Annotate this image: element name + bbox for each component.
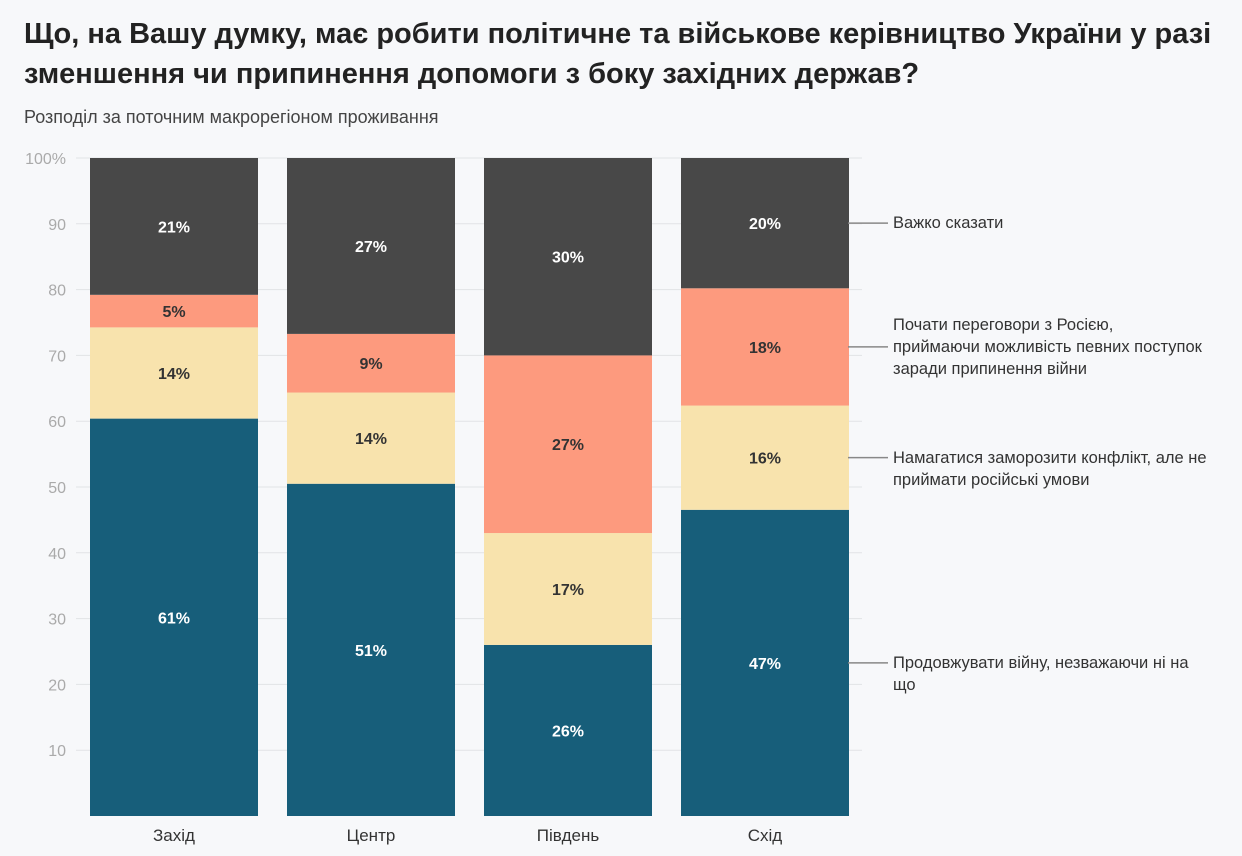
data-label: 14% [158,366,190,383]
y-tick-label: 50 [48,480,66,497]
x-tick-label: Південь [537,826,600,845]
y-tick-label: 100% [25,151,66,168]
bar-segment [484,644,652,816]
data-label: 18% [749,340,781,357]
y-tick-label: 20 [48,677,66,694]
data-label: 5% [162,304,185,321]
chart-subtitle: Розподіл за поточним макрорегіоном прожи… [24,107,439,127]
legend-item: Почати переговори з Росією, приймаючи мо… [893,315,1202,378]
bar-segment [90,158,258,295]
y-tick-label: 80 [48,283,66,300]
bar-segment [681,158,849,289]
data-label: 27% [552,437,584,454]
x-tick-label: Схід [748,826,783,845]
data-label: 26% [552,723,584,740]
y-tick-label: 40 [48,546,66,563]
bar-segment [90,418,258,816]
bar-segment [681,405,849,510]
bar-segment [484,533,652,645]
bar-segment [484,158,652,356]
data-label: 17% [552,582,584,599]
bar-segment [484,355,652,534]
data-label: 9% [359,356,382,373]
bar-segment [287,333,455,393]
data-label: 30% [552,250,584,267]
chart-title: Що, на Вашу думку, має робити політичне … [24,18,1212,90]
bar-segment [287,483,455,816]
data-label: 16% [749,451,781,468]
y-tick-label: 30 [48,612,66,629]
bar-segment [90,327,258,419]
y-tick-label: 60 [48,414,66,431]
bar-segment [681,288,849,406]
bar-segment [287,158,455,334]
x-tick-label: Захід [153,826,195,845]
x-tick-label: Центр [347,826,396,845]
bar-segment [287,392,455,484]
legend-item: Важко сказати [893,214,1004,233]
y-tick-label: 90 [48,217,66,234]
data-label: 27% [355,239,387,256]
legend-item: Намагатися заморозити конфлікт, але не п… [893,448,1207,489]
data-label: 21% [158,219,190,236]
legend-item: Продовжувати війну, незважаючи ні на що [893,653,1189,694]
y-tick-label: 70 [48,348,66,365]
data-label: 51% [355,643,387,660]
y-tick-label: 10 [48,743,66,760]
data-label: 20% [749,216,781,233]
data-label: 14% [355,431,387,448]
bar-segment [90,294,258,328]
data-label: 47% [749,656,781,673]
bar-segment [681,509,849,816]
data-label: 61% [158,610,190,627]
